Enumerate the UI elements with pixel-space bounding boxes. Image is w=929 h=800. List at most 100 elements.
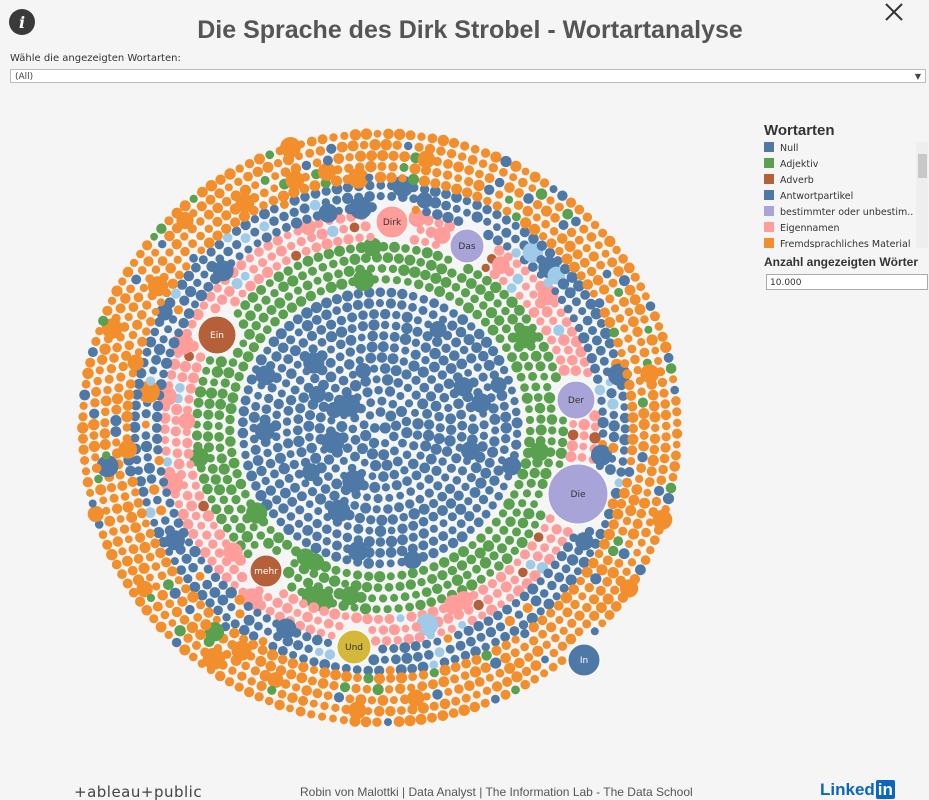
filler-bubble xyxy=(222,232,233,243)
filler-bubble xyxy=(443,580,452,589)
legend-item[interactable]: Adverb xyxy=(764,174,929,190)
filler-bubble xyxy=(283,354,294,365)
filler-bubble xyxy=(398,438,407,448)
filter-dropdown[interactable]: (All) ▼ xyxy=(10,69,926,83)
filler-bubble xyxy=(214,484,225,496)
filler-bubble xyxy=(376,192,385,201)
filler-bubble xyxy=(348,541,369,562)
filler-bubble xyxy=(204,224,213,233)
scroll-thumb[interactable] xyxy=(918,154,927,178)
filler-bubble xyxy=(329,490,340,501)
filler-bubble xyxy=(525,559,536,570)
filler-bubble xyxy=(197,186,208,198)
filler-bubble xyxy=(189,652,198,662)
filler-bubble xyxy=(203,420,213,431)
linkedin-logo[interactable]: Linked in xyxy=(820,780,895,800)
filler-bubble xyxy=(228,666,237,675)
filler-bubble xyxy=(408,532,418,542)
parameter-input[interactable]: 10.000 xyxy=(766,274,928,290)
filler-bubble xyxy=(265,150,275,160)
filler-bubble xyxy=(365,180,375,191)
filler-bubble xyxy=(511,407,521,417)
filler-bubble xyxy=(393,253,404,264)
filler-bubble xyxy=(366,150,377,162)
close-button[interactable] xyxy=(885,3,903,21)
filler-bubble xyxy=(429,524,438,533)
filler-bubble xyxy=(315,434,327,445)
filler-bubble xyxy=(178,412,196,430)
filler-bubble xyxy=(491,645,502,656)
filler-bubble xyxy=(345,153,354,162)
filler-bubble xyxy=(528,233,539,244)
filler-bubble xyxy=(187,591,199,603)
filler-bubble xyxy=(551,287,560,296)
filler-bubble xyxy=(623,262,635,274)
filler-bubble xyxy=(636,282,646,292)
filler-bubble xyxy=(107,296,117,305)
filler-bubble xyxy=(124,312,133,322)
filler-bubble xyxy=(182,328,192,339)
filler-bubble xyxy=(379,331,389,341)
filler-bubble xyxy=(293,532,302,541)
filler-bubble xyxy=(463,208,471,217)
filler-bubble xyxy=(243,385,253,395)
filler-bubble xyxy=(491,517,501,527)
filler-bubble xyxy=(115,470,125,480)
filler-bubble xyxy=(640,364,660,384)
filler-bubble xyxy=(471,211,483,223)
filler-bubble xyxy=(618,275,630,287)
filler-bubble xyxy=(611,601,622,612)
filler-bubble xyxy=(298,392,310,404)
legend-item[interactable]: Adjektiv xyxy=(764,158,929,174)
filler-bubble xyxy=(195,571,205,581)
filler-bubble xyxy=(362,684,372,694)
filler-bubble xyxy=(402,476,412,487)
filler-bubble xyxy=(438,457,447,466)
info-icon[interactable] xyxy=(9,9,35,35)
filler-bubble xyxy=(312,688,323,699)
filler-bubble xyxy=(392,456,403,467)
filler-bubble xyxy=(660,399,670,409)
filler-bubble xyxy=(474,451,486,463)
legend-item[interactable]: bestimmter oder unbestim.. xyxy=(764,206,929,222)
legend-item[interactable]: Eigennamen xyxy=(764,222,929,238)
filler-bubble xyxy=(377,396,387,406)
filler-bubble xyxy=(153,495,162,505)
filler-bubble xyxy=(251,181,260,190)
filler-bubble xyxy=(466,636,476,647)
filler-bubble xyxy=(439,543,448,553)
filler-bubble xyxy=(379,422,391,434)
filler-bubble xyxy=(463,457,471,465)
filler-bubble xyxy=(404,399,414,408)
filler-bubble xyxy=(370,364,379,373)
filler-bubble xyxy=(230,514,239,524)
filler-bubble xyxy=(482,686,492,695)
filler-bubble xyxy=(649,400,660,412)
tableau-logo[interactable]: +ableau+public xyxy=(74,783,203,800)
filler-bubble xyxy=(349,196,373,220)
filler-bubble xyxy=(449,552,460,563)
legend-item[interactable]: Antwortpartikel xyxy=(764,190,929,206)
filler-bubble xyxy=(179,361,191,373)
filler-bubble xyxy=(93,376,102,386)
filler-bubble xyxy=(287,582,297,592)
filler-bubble xyxy=(574,323,584,333)
filler-bubble xyxy=(223,367,235,379)
filler-bubble xyxy=(288,593,299,605)
filler-bubble xyxy=(286,704,294,713)
filler-bubble xyxy=(538,232,548,241)
filler-bubble xyxy=(152,582,161,591)
filler-bubble xyxy=(461,658,471,669)
filler-bubble xyxy=(618,457,628,466)
filler-bubble xyxy=(193,278,202,287)
filler-bubble xyxy=(303,420,315,432)
filler-bubble xyxy=(272,235,283,246)
legend-item[interactable]: Null xyxy=(764,142,929,158)
filler-bubble xyxy=(546,196,555,205)
filler-bubble xyxy=(405,130,416,141)
legend-item[interactable]: Fremdsprachliches Material xyxy=(764,238,929,248)
filler-bubble xyxy=(526,341,536,351)
filler-bubble xyxy=(483,616,494,626)
filler-bubble xyxy=(596,602,607,613)
filler-bubble xyxy=(419,462,431,474)
